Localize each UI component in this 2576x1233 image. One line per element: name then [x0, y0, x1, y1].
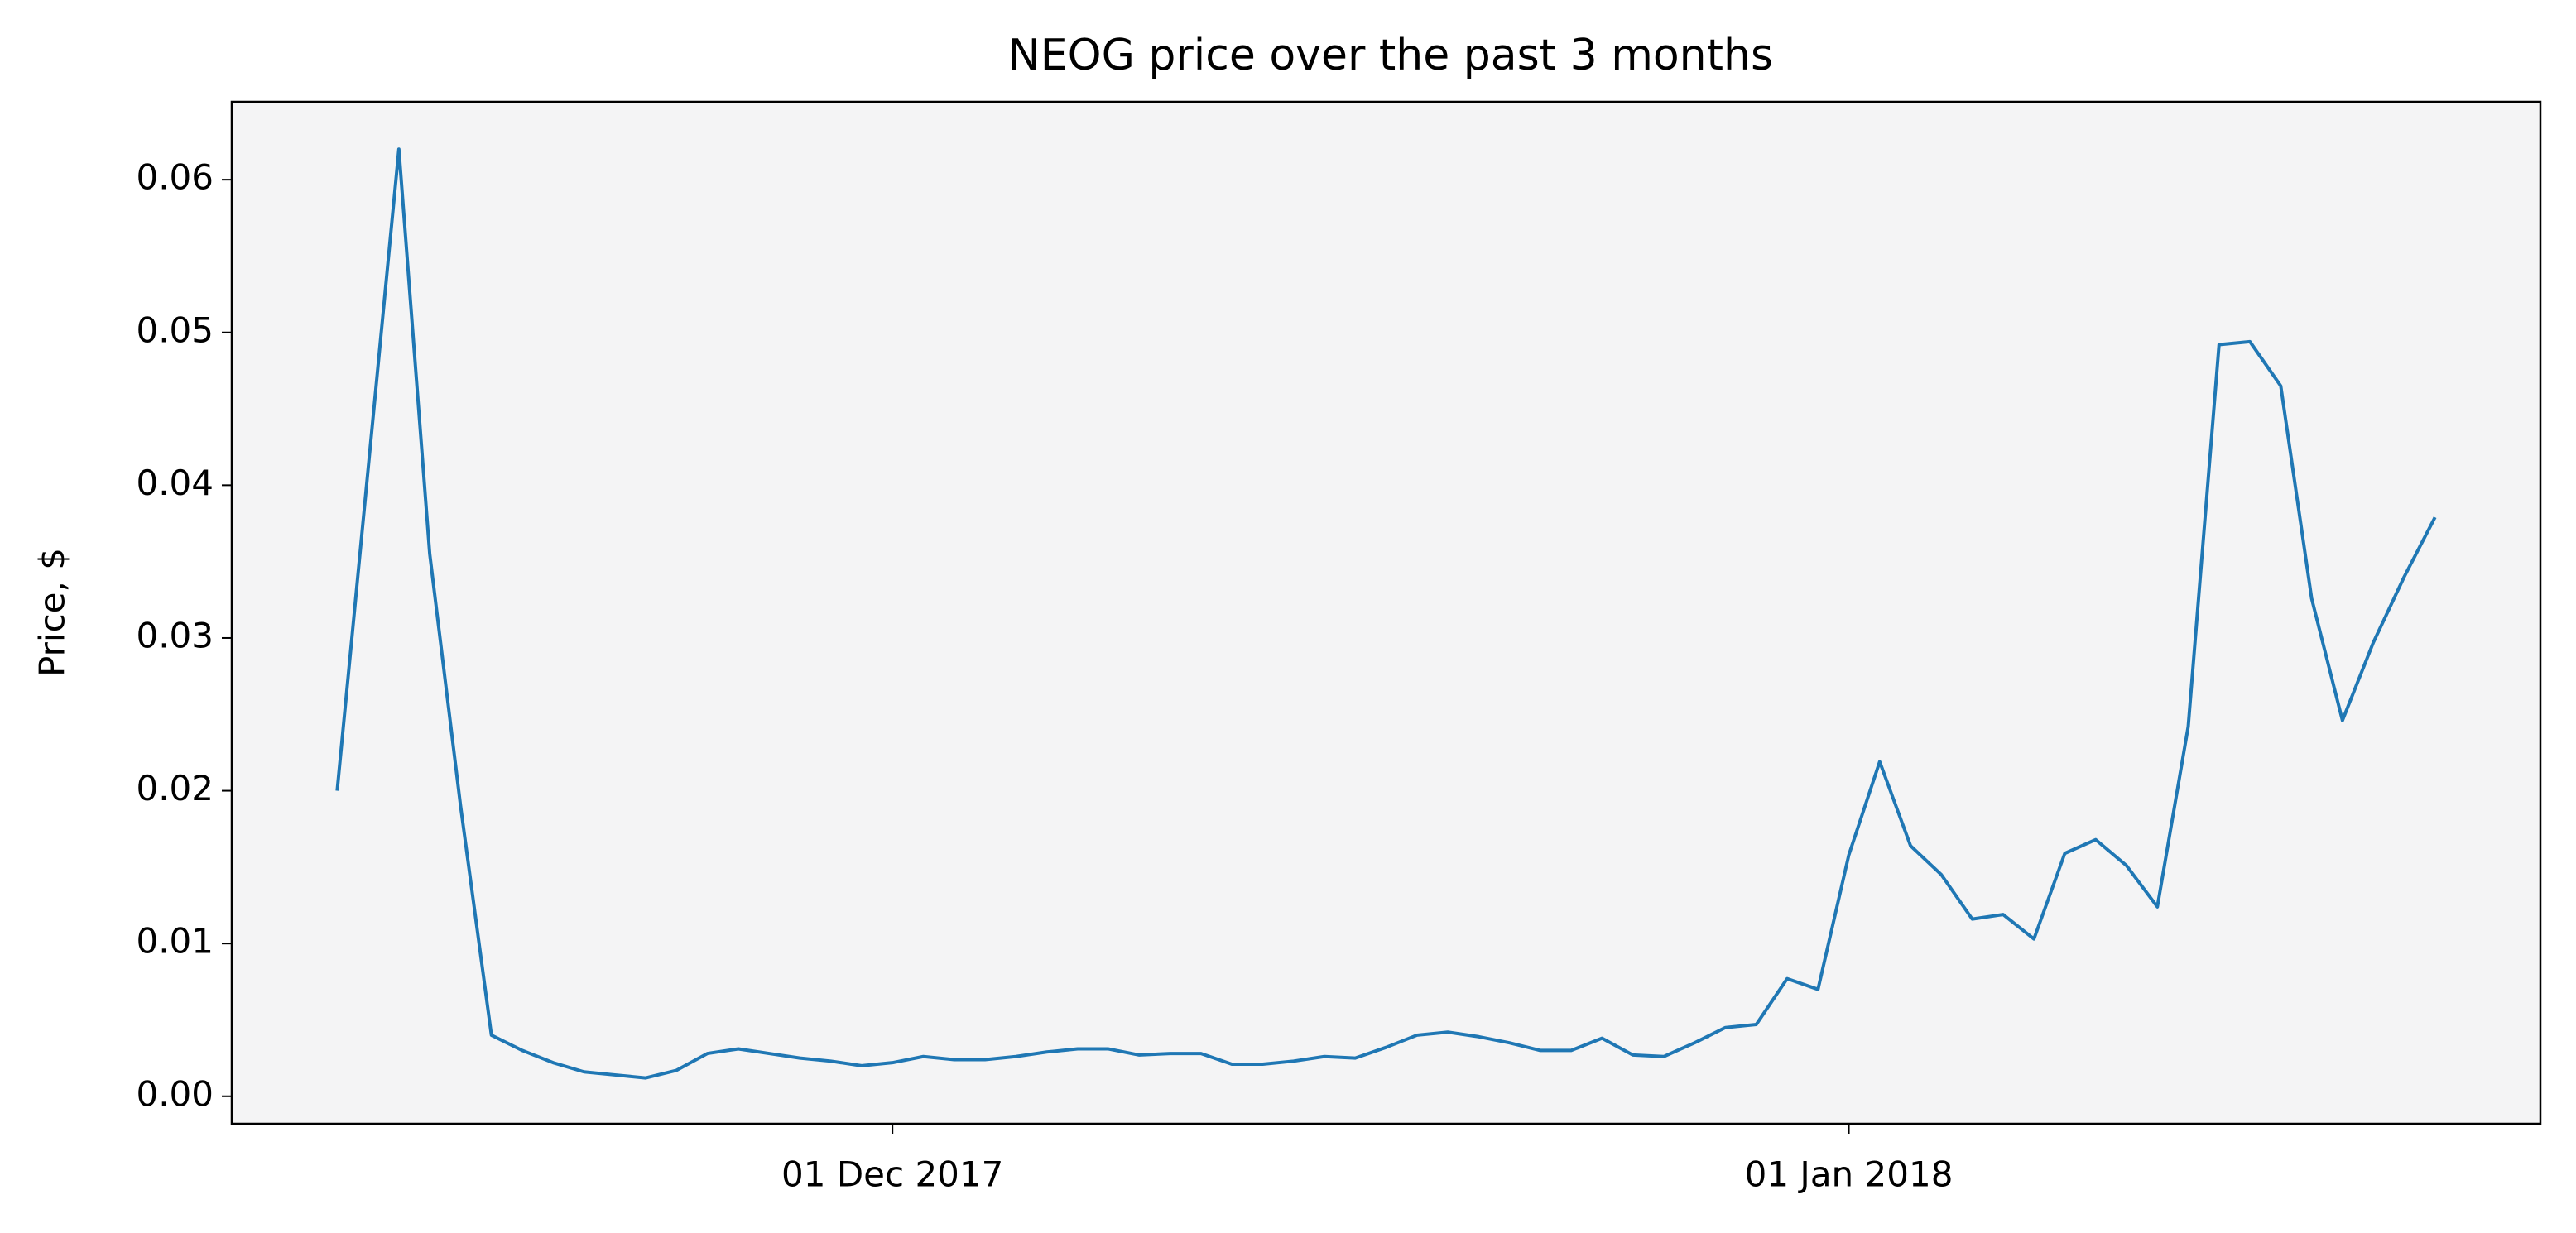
y-axis-label: Price, $: [32, 548, 73, 677]
chart-title: NEOG price over the past 3 months: [1008, 31, 1773, 80]
y-tick-label: 0.02: [136, 768, 214, 808]
price-line: [335, 147, 2437, 1080]
y-tick-label: 0.03: [136, 615, 214, 655]
y-tick-label: 0.01: [136, 921, 214, 962]
y-tick-label: 0.04: [136, 463, 214, 503]
y-tick-label: 0.00: [136, 1073, 214, 1114]
y-tick-label: 0.06: [136, 157, 214, 198]
plot-frame: [230, 100, 2542, 1125]
plot-area: [232, 102, 2540, 1124]
x-tick-label: 01 Dec 2017: [781, 1154, 1003, 1195]
x-tick-label: 01 Jan 2018: [1745, 1154, 1954, 1195]
y-tick-label: 0.05: [136, 309, 214, 350]
